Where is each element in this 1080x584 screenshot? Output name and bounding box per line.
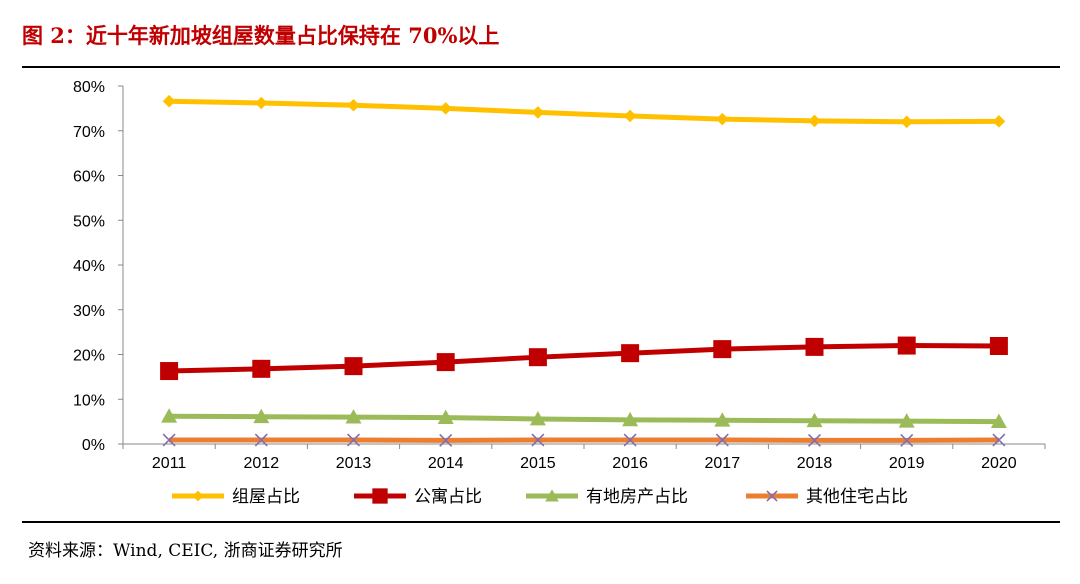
data-point (806, 412, 823, 428)
series-line (169, 413, 999, 425)
title-divider (22, 66, 1060, 68)
series-3 (161, 408, 1007, 429)
data-point (439, 433, 453, 447)
x-marker-stroke (439, 433, 453, 447)
chart-legend: 组屋占比 公寓占比 有地房产占比 其他住宅占比 (172, 487, 908, 507)
x-tick-label: 2018 (797, 455, 833, 472)
data-point (531, 433, 545, 447)
line-chart: 0% 10% 20% 30% 40% 50% 60% 70% 80% 2011 2012 2013 20… (73, 79, 1046, 507)
data-point (897, 336, 916, 355)
legend-swatch-marker (372, 488, 388, 504)
data-point (715, 433, 729, 447)
data-point (162, 94, 176, 108)
x-marker-stroke (623, 433, 637, 447)
y-tick-label: 20% (73, 348, 105, 365)
y-tick-label: 40% (73, 258, 105, 275)
legend-item-3: 有地房产占比 (526, 487, 688, 507)
x-tick-label: 2012 (244, 455, 280, 472)
x-tick-label: 2019 (889, 455, 925, 472)
x-tick-label: 2015 (520, 455, 556, 472)
chart-series (160, 94, 1008, 447)
data-point (623, 433, 637, 447)
data-point (621, 344, 640, 363)
data-point (900, 115, 913, 129)
legend-label: 有地房产占比 (586, 487, 688, 507)
legend-label: 公寓占比 (414, 487, 482, 507)
data-point (161, 408, 178, 423)
data-point (805, 337, 824, 356)
series-line (169, 343, 999, 374)
x-marker-stroke (992, 433, 1006, 447)
legend-label: 其他住宅占比 (806, 487, 908, 507)
chart-title: 图 2：近十年新加坡组屋数量占比保持在 70%以上 (22, 23, 500, 48)
data-point (989, 336, 1008, 355)
data-point (162, 433, 176, 447)
data-point (439, 102, 452, 115)
x-tick-label: 2020 (981, 455, 1017, 472)
y-tick-label: 50% (73, 213, 105, 230)
data-point (623, 109, 637, 123)
data-point (160, 362, 179, 381)
series-line (169, 98, 999, 125)
data-point (531, 106, 545, 119)
data-point (716, 112, 729, 126)
x-marker-stroke (531, 433, 545, 447)
data-point (990, 413, 1007, 429)
x-tick-label: 2017 (705, 455, 741, 472)
data-point (346, 433, 361, 447)
data-point (714, 412, 731, 427)
data-point (437, 409, 454, 424)
data-point (529, 410, 546, 426)
x-marker-stroke (346, 433, 361, 447)
data-point (992, 433, 1006, 447)
data-point (808, 114, 821, 128)
data-point (347, 98, 360, 112)
data-point (713, 340, 732, 359)
legend-swatch-marker (192, 490, 204, 502)
data-point (898, 413, 915, 428)
chart-axes: 0% 10% 20% 30% 40% 50% 60% 70% 80% 2011 2012 2013 20… (73, 79, 1046, 472)
series-1 (162, 94, 1006, 129)
data-point (344, 357, 363, 376)
legend-item-4: 其他住宅占比 (746, 487, 908, 507)
data-point (252, 359, 271, 378)
legend-swatch-marker (545, 489, 559, 502)
y-tick-label: 10% (73, 392, 105, 409)
series-2 (160, 336, 1008, 381)
data-point (992, 115, 1006, 128)
x-marker-stroke (254, 433, 268, 447)
data-point (900, 433, 914, 447)
data-point (253, 408, 270, 424)
y-tick-label: 80% (73, 79, 105, 96)
source-note: 资料来源：Wind, CEIC, 浙商证券研究所 (28, 541, 343, 561)
data-point (807, 433, 822, 447)
x-marker-stroke (766, 490, 778, 502)
x-tick-label: 2011 (152, 455, 187, 472)
legend-label: 组屋占比 (232, 487, 300, 507)
x-tick-label: 2013 (336, 455, 372, 472)
data-point (528, 348, 547, 367)
y-tick-label: 0% (82, 437, 105, 454)
y-tick-label: 30% (73, 303, 105, 320)
y-tick-label: 60% (73, 169, 105, 186)
y-tick-label: 70% (73, 124, 105, 141)
legend-item-2: 公寓占比 (354, 487, 482, 507)
x-marker-stroke (715, 433, 729, 447)
data-point (345, 409, 362, 424)
x-tick-label: 2014 (428, 455, 464, 472)
x-marker-stroke (807, 433, 822, 447)
data-point (622, 411, 639, 427)
series-4 (162, 433, 1006, 447)
data-point (254, 433, 268, 447)
source-divider (22, 521, 1060, 523)
x-marker-stroke (900, 433, 914, 447)
data-point (436, 353, 455, 372)
x-tick-label: 2016 (612, 455, 648, 472)
x-marker-stroke (162, 433, 176, 447)
legend-swatch-marker (766, 490, 778, 502)
legend-item-1: 组屋占比 (172, 487, 300, 507)
data-point (255, 96, 268, 110)
